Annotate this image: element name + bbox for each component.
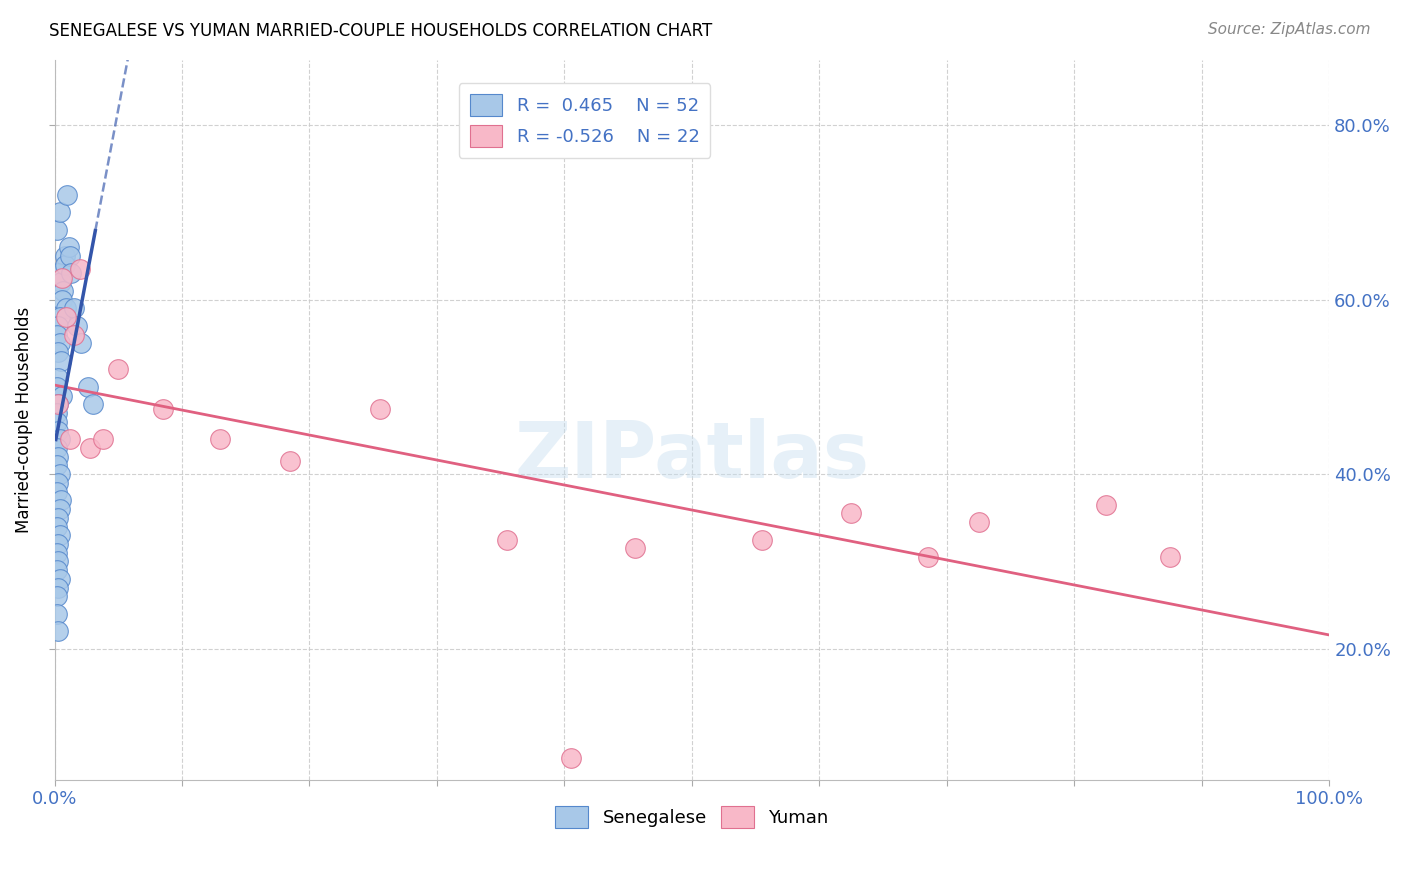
Point bbox=[46, 223, 69, 237]
Point bbox=[49, 493, 72, 508]
Point bbox=[59, 432, 82, 446]
Point bbox=[48, 467, 70, 482]
Point bbox=[1095, 498, 1118, 512]
Point bbox=[48, 475, 70, 490]
Text: ZIPatlas: ZIPatlas bbox=[515, 417, 869, 493]
Point bbox=[82, 397, 104, 411]
Point bbox=[46, 458, 69, 473]
Point bbox=[53, 249, 76, 263]
Point bbox=[51, 389, 73, 403]
Point bbox=[368, 401, 391, 416]
Point bbox=[839, 507, 862, 521]
Point bbox=[48, 345, 70, 359]
Point bbox=[55, 301, 77, 316]
Point bbox=[46, 546, 69, 560]
Point bbox=[560, 751, 582, 765]
Point bbox=[79, 441, 101, 455]
Point bbox=[46, 607, 69, 621]
Point bbox=[62, 301, 84, 316]
Point bbox=[46, 563, 69, 577]
Text: SENEGALESE VS YUMAN MARRIED-COUPLE HOUSEHOLDS CORRELATION CHART: SENEGALESE VS YUMAN MARRIED-COUPLE HOUSE… bbox=[49, 22, 713, 40]
Point bbox=[48, 318, 70, 333]
Point bbox=[91, 432, 114, 446]
Point bbox=[152, 401, 174, 416]
Y-axis label: Married-couple Households: Married-couple Households bbox=[15, 307, 32, 533]
Point bbox=[48, 537, 70, 551]
Point bbox=[55, 310, 77, 324]
Point bbox=[1159, 550, 1181, 565]
Point bbox=[62, 327, 84, 342]
Point bbox=[48, 528, 70, 542]
Point bbox=[48, 397, 70, 411]
Point bbox=[69, 262, 91, 277]
Point bbox=[209, 432, 232, 446]
Legend: Senegalese, Yuman: Senegalese, Yuman bbox=[548, 799, 835, 836]
Text: Source: ZipAtlas.com: Source: ZipAtlas.com bbox=[1208, 22, 1371, 37]
Point bbox=[48, 424, 70, 438]
Point bbox=[46, 327, 69, 342]
Point bbox=[48, 205, 70, 219]
Point bbox=[48, 502, 70, 516]
Point bbox=[46, 380, 69, 394]
Point bbox=[66, 318, 89, 333]
Point bbox=[49, 275, 72, 289]
Point bbox=[48, 554, 70, 568]
Point bbox=[58, 240, 80, 254]
Point bbox=[48, 572, 70, 586]
Point bbox=[967, 515, 990, 529]
Point bbox=[48, 267, 70, 281]
Point bbox=[51, 293, 73, 307]
Point bbox=[751, 533, 773, 547]
Point bbox=[52, 284, 75, 298]
Point bbox=[46, 441, 69, 455]
Point bbox=[46, 484, 69, 499]
Point bbox=[76, 380, 98, 394]
Point bbox=[48, 581, 70, 595]
Point bbox=[48, 432, 70, 446]
Point bbox=[46, 590, 69, 604]
Point bbox=[48, 624, 70, 639]
Point bbox=[48, 450, 70, 464]
Point bbox=[48, 371, 70, 385]
Point bbox=[623, 541, 645, 556]
Point bbox=[51, 270, 73, 285]
Point bbox=[60, 267, 83, 281]
Point bbox=[48, 510, 70, 524]
Point bbox=[46, 406, 69, 420]
Point bbox=[59, 249, 82, 263]
Point bbox=[46, 415, 69, 429]
Point bbox=[48, 336, 70, 351]
Point bbox=[496, 533, 519, 547]
Point bbox=[107, 362, 129, 376]
Point bbox=[46, 519, 69, 533]
Point bbox=[56, 187, 79, 202]
Point bbox=[917, 550, 939, 565]
Point bbox=[49, 353, 72, 368]
Point bbox=[48, 310, 70, 324]
Point bbox=[48, 397, 70, 411]
Point bbox=[70, 336, 93, 351]
Point bbox=[280, 454, 302, 468]
Point bbox=[53, 258, 76, 272]
